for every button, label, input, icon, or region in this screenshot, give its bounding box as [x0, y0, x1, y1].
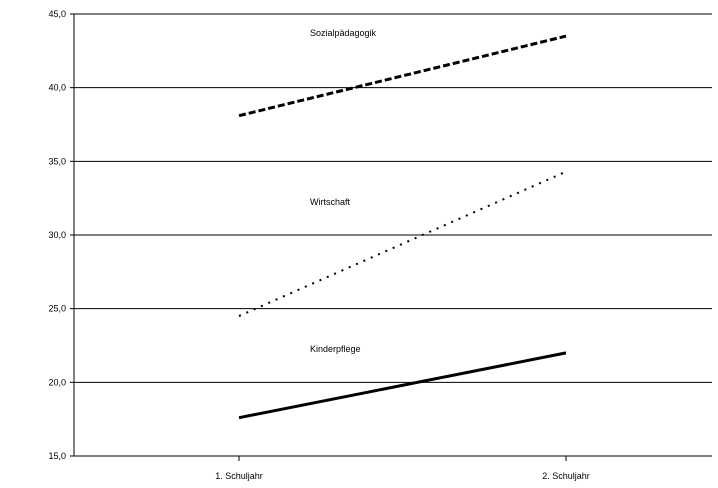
- series-label: Sozialpädagogik: [310, 28, 377, 38]
- series-line-kinderpflege: [238, 351, 567, 420]
- grid-lines: [74, 13, 712, 383]
- y-tick-label: 20,0: [48, 377, 66, 387]
- series-label: Wirtschaft: [310, 197, 351, 207]
- y-tick-label: 15,0: [48, 451, 66, 461]
- y-tick-label: 35,0: [48, 156, 66, 166]
- x-axis-ticks: 1. Schuljahr 2. Schuljahr: [215, 456, 590, 481]
- series-label: Kinderpflege: [310, 344, 361, 354]
- y-tick-label: 45,0: [48, 9, 66, 19]
- series-line-wirtschaft: [238, 170, 567, 317]
- series-labels: Sozialpädagogik Wirtschaft Kinderpflege: [310, 28, 377, 354]
- x-tick-label: 1. Schuljahr: [215, 471, 263, 481]
- x-tick-label: 2. Schuljahr: [542, 471, 590, 481]
- y-tick-label: 40,0: [48, 83, 66, 93]
- series-line-sozialp-dagogik: [238, 34, 567, 118]
- series-lines: [238, 34, 567, 420]
- y-tick-label: 30,0: [48, 230, 66, 240]
- y-axis-ticks: 15,0 20,0 25,0 30,0 35,0 40,0 45,0: [48, 9, 74, 461]
- y-tick-label: 25,0: [48, 304, 66, 314]
